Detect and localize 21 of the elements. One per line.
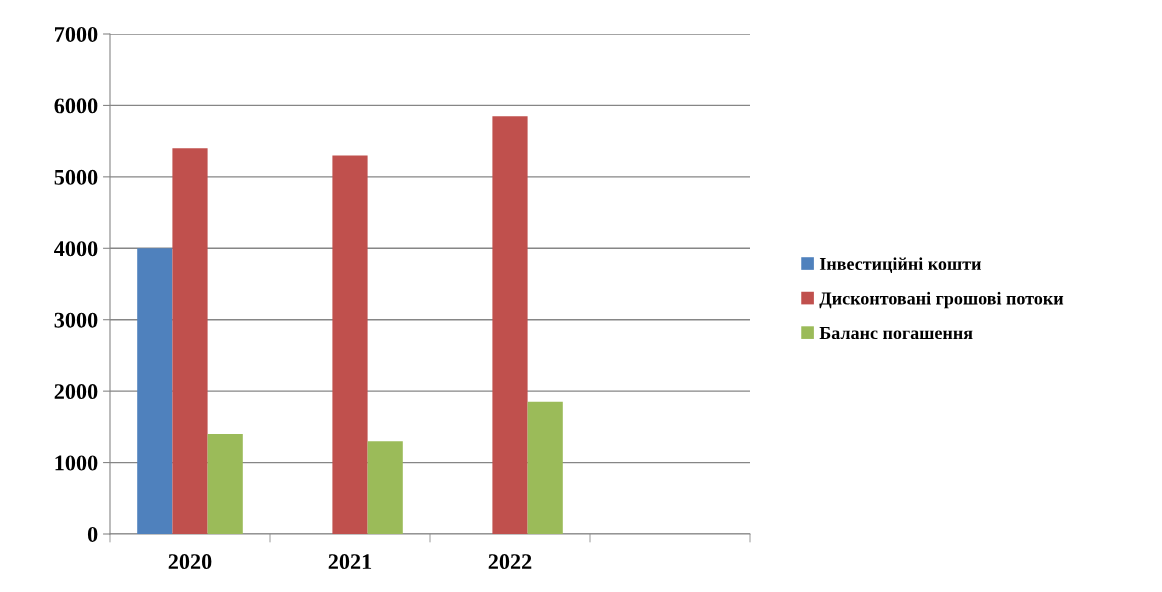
y-tick-label: 3000 [54,312,98,328]
x-tick-label: 2020 [168,554,212,570]
y-tick-label: 4000 [54,241,98,257]
bar [137,248,173,534]
x-tick-label: 2021 [328,554,372,570]
y-tick-label: 2000 [54,384,98,400]
y-tick-label: 1000 [55,455,98,471]
y-tick-label: 5000 [54,169,98,185]
bar [367,441,403,534]
legend-label: Баланс погашення [819,327,973,340]
y-tick-label: 0 [87,526,98,542]
bar [207,434,243,534]
legend-label: Інвестиційні кошти [819,257,981,273]
y-tick-label: 7000 [55,26,98,42]
y-tick-label: 6000 [54,98,98,114]
x-tick-label: 2022 [488,554,532,570]
bar [527,401,563,534]
bar [492,116,528,534]
bar [332,155,368,534]
legend-label: Дисконтовані грошові потоки [819,291,1064,309]
bar [172,148,208,534]
